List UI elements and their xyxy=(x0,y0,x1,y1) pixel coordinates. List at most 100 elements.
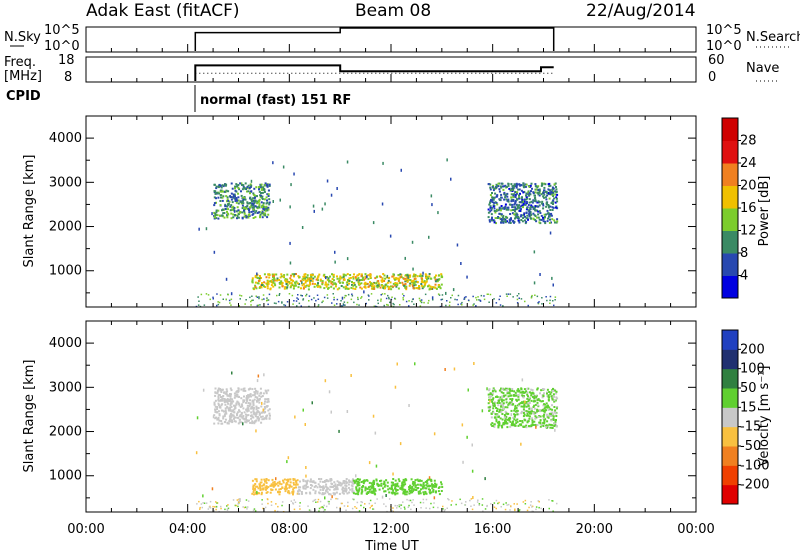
data-pixel xyxy=(528,398,531,401)
data-pixel xyxy=(530,424,533,427)
data-pixel xyxy=(514,407,516,410)
data-pixel xyxy=(527,420,530,423)
data-pixel xyxy=(526,413,529,415)
data-pixel xyxy=(542,395,545,398)
data-pixel xyxy=(552,206,555,209)
data-pixel xyxy=(226,210,228,213)
data-pixel xyxy=(238,211,241,214)
data-pixel xyxy=(256,212,259,214)
data-pixel xyxy=(494,192,497,195)
data-pixel xyxy=(250,417,253,420)
data-pixel xyxy=(256,304,259,307)
data-pixel xyxy=(508,221,511,224)
data-pixel xyxy=(377,280,380,282)
data-pixel xyxy=(275,302,277,305)
data-pixel xyxy=(273,481,276,483)
data-pixel xyxy=(300,287,302,290)
data-pixel xyxy=(222,195,225,198)
data-pixel xyxy=(347,483,350,486)
data-pixel xyxy=(507,198,510,201)
data-pixel xyxy=(244,198,247,201)
data-pixel xyxy=(240,415,242,418)
x-axis-label: Time UT xyxy=(364,539,418,554)
data-pixel xyxy=(440,490,443,492)
data-pixel xyxy=(493,298,495,300)
data-pixel xyxy=(343,487,346,490)
data-pixel xyxy=(506,504,508,506)
data-pixel xyxy=(514,206,517,209)
data-pixel xyxy=(496,410,498,412)
data-pixel xyxy=(294,483,297,486)
data-pixel xyxy=(252,412,255,415)
data-pixel xyxy=(268,412,271,415)
data-pixel xyxy=(370,293,373,295)
data-pixel xyxy=(265,196,268,199)
data-pixel xyxy=(417,490,420,493)
data-pixel xyxy=(231,187,234,190)
data-pixel xyxy=(549,209,552,211)
data-pixel xyxy=(521,204,524,207)
data-pixel xyxy=(215,508,217,511)
data-pixel xyxy=(550,419,553,422)
data-pixel xyxy=(356,484,359,487)
data-pixel xyxy=(330,498,332,501)
data-pixel xyxy=(248,202,251,205)
data-pixel xyxy=(545,198,548,201)
data-pixel xyxy=(255,186,258,189)
data-pixel xyxy=(412,287,415,290)
freq-tick-top: 18 xyxy=(58,53,75,68)
data-pixel xyxy=(550,413,553,416)
data-pixel xyxy=(317,498,320,501)
data-pixel xyxy=(270,504,273,506)
data-pixel xyxy=(440,298,442,301)
data-pixel xyxy=(252,192,255,195)
data-pixel xyxy=(256,272,258,276)
data-pixel xyxy=(550,212,553,215)
x-tick-label: 08:00 xyxy=(271,522,308,537)
data-pixel xyxy=(261,418,264,421)
data-pixel xyxy=(529,184,532,187)
data-pixel xyxy=(293,300,295,302)
data-pixel xyxy=(527,402,530,405)
data-pixel xyxy=(234,406,237,409)
data-pixel xyxy=(208,506,211,508)
data-pixel xyxy=(305,284,308,287)
data-pixel xyxy=(304,277,306,280)
data-pixel xyxy=(263,406,266,408)
data-pixel xyxy=(422,498,425,501)
data-pixel xyxy=(493,404,496,407)
data-pixel xyxy=(420,301,423,304)
data-pixel xyxy=(313,486,316,488)
data-pixel xyxy=(213,510,215,512)
data-pixel xyxy=(384,286,387,288)
data-pixel xyxy=(411,501,413,504)
data-pixel xyxy=(477,296,479,298)
data-pixel xyxy=(512,188,515,191)
data-pixel xyxy=(502,423,505,425)
data-pixel xyxy=(324,492,327,495)
data-pixel xyxy=(243,196,246,199)
data-pixel xyxy=(246,407,249,410)
data-pixel xyxy=(229,402,232,405)
data-pixel xyxy=(514,200,517,202)
data-pixel xyxy=(435,287,438,290)
data-pixel xyxy=(246,410,249,413)
data-pixel xyxy=(500,404,503,407)
data-pixel xyxy=(319,278,322,281)
data-pixel xyxy=(221,399,224,402)
data-pixel xyxy=(513,390,516,393)
data-pixel xyxy=(500,221,503,224)
data-pixel xyxy=(538,506,540,509)
data-pixel xyxy=(265,398,268,401)
data-pixel xyxy=(215,201,217,204)
data-pixel xyxy=(530,296,533,298)
data-pixel xyxy=(551,397,554,399)
data-pixel xyxy=(257,407,260,409)
data-pixel xyxy=(266,405,269,407)
data-pixel xyxy=(498,389,501,392)
data-pixel xyxy=(313,209,315,213)
data-pixel xyxy=(268,201,271,204)
data-pixel xyxy=(424,273,427,276)
data-pixel xyxy=(347,279,349,281)
